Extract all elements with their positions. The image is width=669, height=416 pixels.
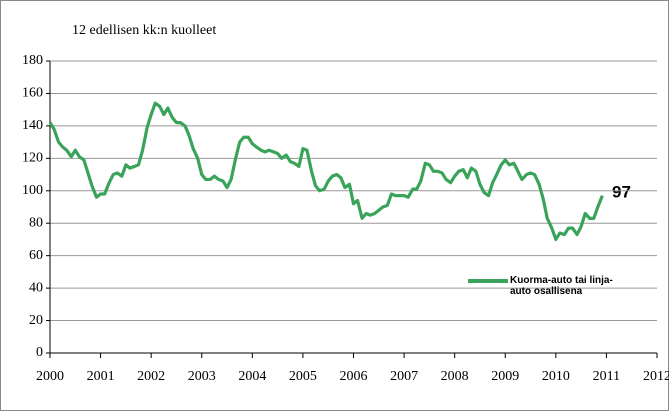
y-tick-label: 60	[29, 248, 43, 263]
y-tick-label: 80	[29, 215, 43, 230]
end-annotation: 97	[612, 182, 631, 201]
legend-label: Kuorma-auto tai linja-auto osallisena	[510, 275, 613, 297]
y-tick-label: 100	[22, 183, 43, 198]
x-tick-label: 2011	[593, 369, 620, 384]
y-tick-label: 0	[36, 345, 43, 360]
y-tick-label: 40	[29, 280, 43, 295]
x-tick-label: 2002	[137, 369, 165, 384]
x-tick-label: 2003	[188, 369, 216, 384]
x-tick-label: 2009	[491, 369, 519, 384]
y-tick-label: 180	[22, 53, 43, 68]
x-tick-label: 2000	[36, 369, 64, 384]
chart-subtitle: 12 edellisen kk:n kuolleet	[72, 23, 216, 38]
y-tick-label: 160	[22, 86, 43, 101]
x-tick-label: 2004	[238, 369, 266, 384]
x-tick-label: 2012	[643, 369, 669, 384]
x-tick-label: 2005	[289, 369, 317, 384]
data-line	[48, 101, 604, 242]
y-tick-label: 140	[22, 118, 43, 133]
x-tick-label: 2006	[340, 369, 368, 384]
x-tick-label: 2001	[87, 369, 115, 384]
y-tick-label: 120	[22, 151, 43, 166]
x-tick-label: 2007	[390, 369, 418, 384]
x-tick-label: 2008	[441, 369, 469, 384]
y-tick-label: 20	[29, 313, 43, 328]
x-tick-label: 2010	[542, 369, 570, 384]
